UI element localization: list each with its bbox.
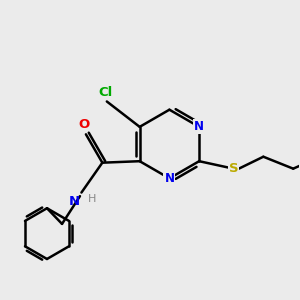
Text: O: O (79, 118, 90, 131)
Text: N: N (164, 172, 174, 185)
Text: N: N (69, 195, 80, 208)
Text: N: N (194, 120, 204, 134)
Text: H: H (88, 194, 96, 204)
Text: S: S (229, 162, 238, 175)
Text: Cl: Cl (98, 86, 112, 99)
